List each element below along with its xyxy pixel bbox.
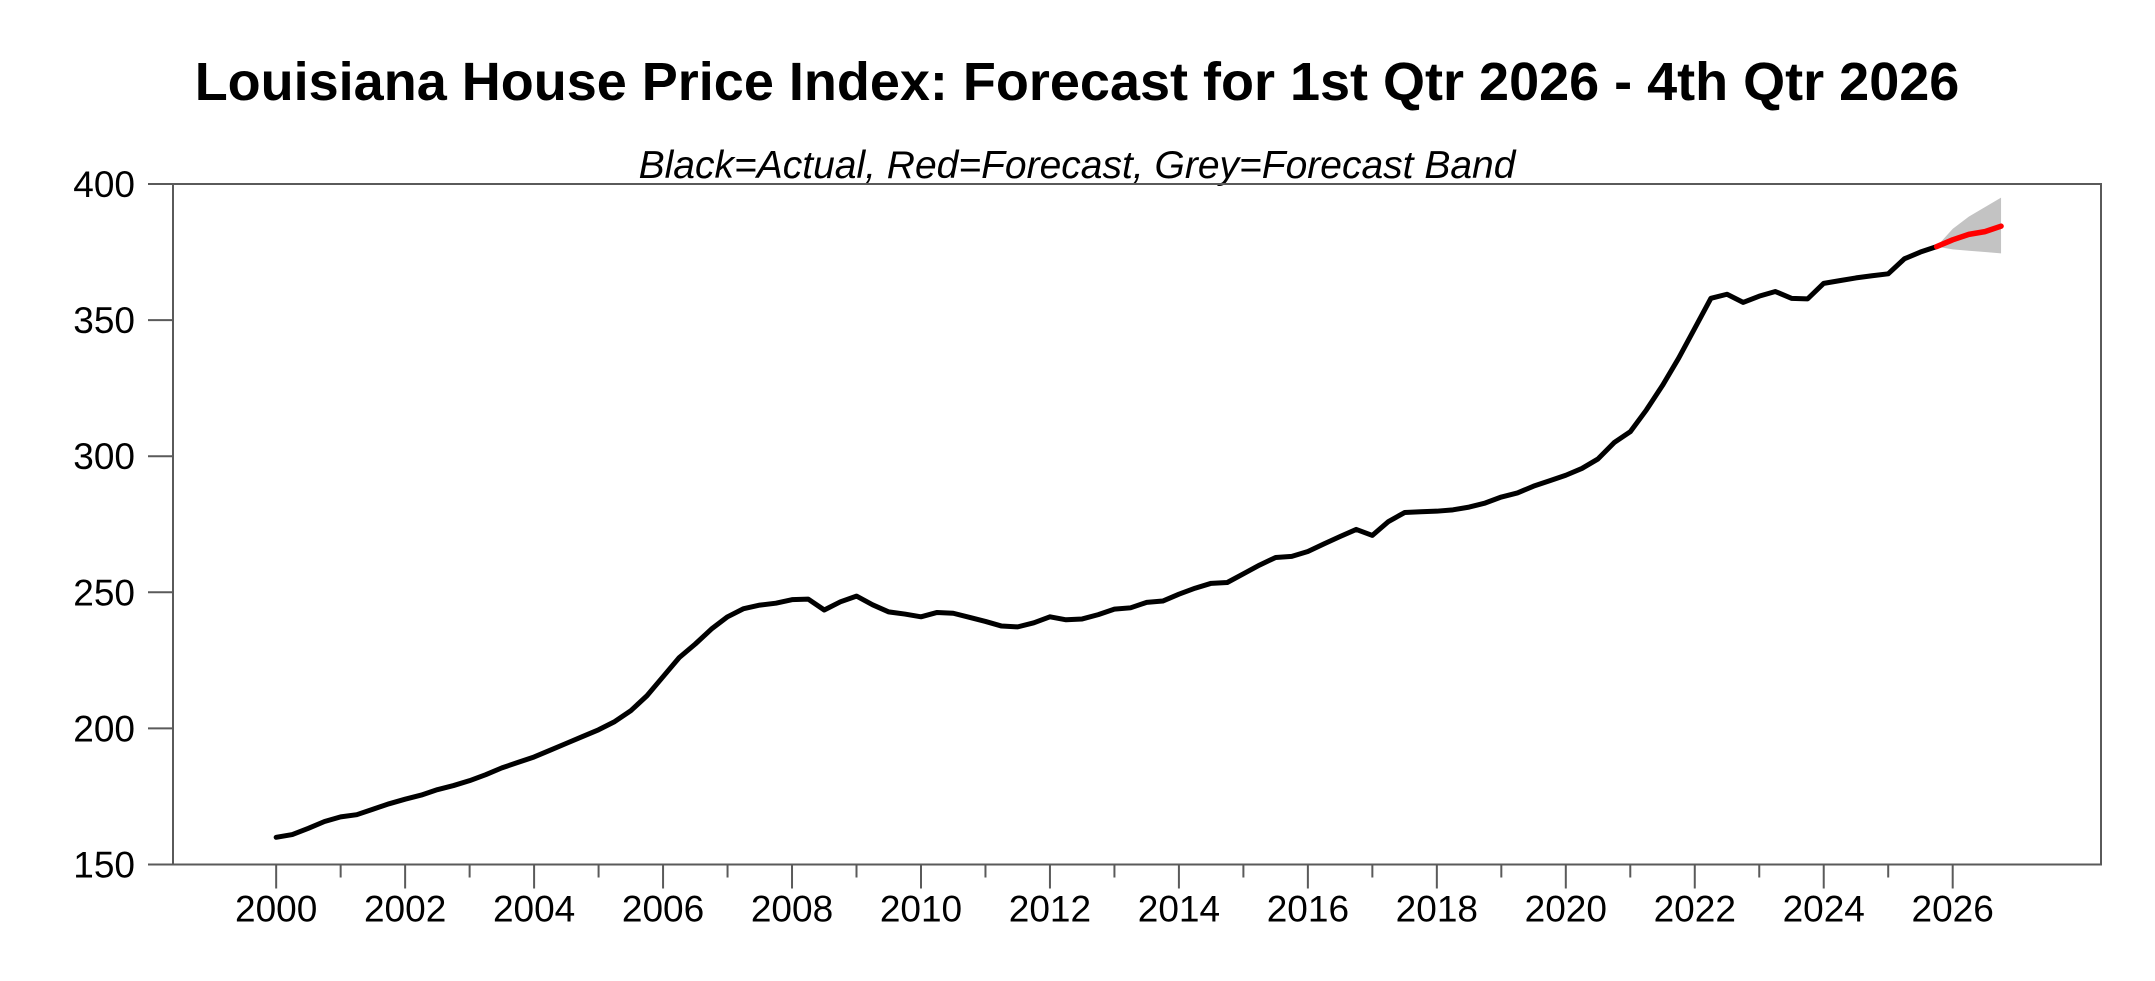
y-tick-label: 250 [73,572,135,613]
x-tick-label: 2020 [1525,889,1607,930]
chart-subtitle: Black=Actual, Red=Forecast, Grey=Forecas… [639,144,1517,187]
plot-border [172,183,2102,866]
y-tick-label: 350 [73,300,135,341]
x-tick-label: 2000 [235,889,317,930]
x-tick-label: 2016 [1267,889,1349,930]
x-tick-label: 2026 [1912,889,1994,930]
tick-labels: 150 200 250 300 350 400 2000 2002 2004 2006 2008 20… [73,164,1994,930]
x-tick-label: 2012 [1009,889,1091,930]
x-tick-label: 2014 [1138,889,1220,930]
y-tick-label: 400 [73,164,135,205]
actual-line [273,244,1940,840]
chart-title: Louisiana House Price Index: Forecast fo… [195,52,1960,112]
x-tick-label: 2008 [751,889,833,930]
series-lines [273,223,2004,840]
x-tick-label: 2018 [1396,889,1478,930]
x-tick-label: 2022 [1654,889,1736,930]
y-tick-label: 150 [73,845,135,886]
x-tick-label: 2002 [364,889,446,930]
x-tick-label: 2024 [1783,889,1865,930]
axes-and-ticks [148,183,2102,889]
x-tick-label: 2010 [880,889,962,930]
x-tick-label: 2004 [493,889,575,930]
y-tick-label: 300 [73,436,135,477]
x-tick-label: 2006 [622,889,704,930]
forecast-line [1933,223,2004,250]
y-tick-label: 200 [73,708,135,749]
